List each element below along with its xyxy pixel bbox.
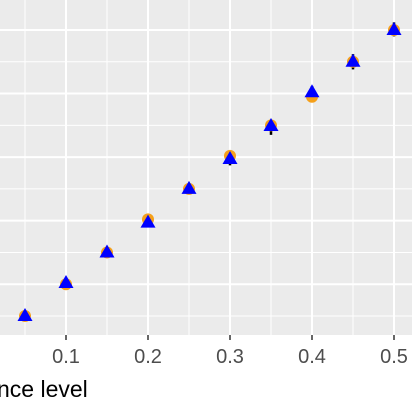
x-tick-label: 0.3 — [216, 346, 244, 368]
x-tick-label: 0.1 — [52, 346, 80, 368]
x-axis: 0.1 0.2 0.3 0.4 0.5 — [52, 335, 408, 368]
blue-point — [222, 151, 238, 165]
x-axis-title: nce level — [0, 376, 88, 402]
x-tick-label: 0.2 — [134, 346, 162, 368]
blue-point — [58, 274, 74, 288]
blue-point — [345, 53, 361, 67]
blue-point — [386, 21, 402, 35]
blue-point — [263, 117, 279, 131]
blue-point — [99, 244, 115, 258]
blue-point — [140, 214, 156, 228]
minor-gridlines — [0, 0, 412, 335]
blue-point — [181, 180, 197, 194]
blue-series — [17, 21, 402, 321]
x-tick-label: 0.4 — [298, 346, 326, 368]
x-tick-label: 0.5 — [380, 346, 408, 368]
blue-point — [304, 84, 320, 98]
blue-point — [17, 308, 33, 321]
